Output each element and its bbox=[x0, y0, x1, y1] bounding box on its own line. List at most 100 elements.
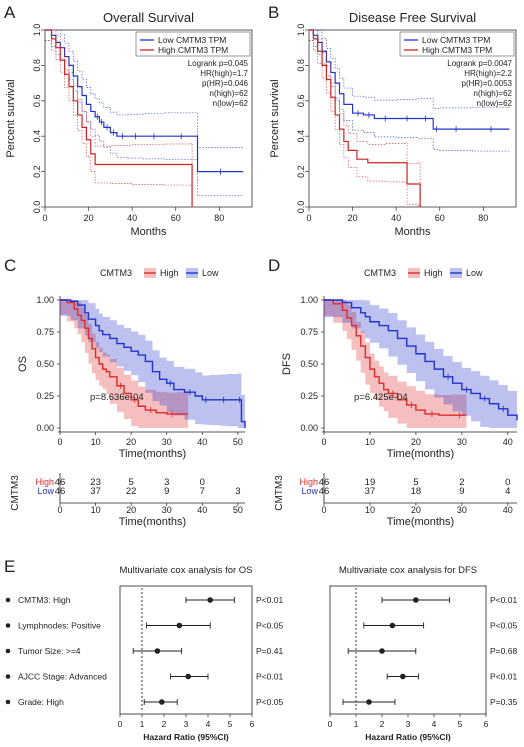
risk-x-axis-label: Time(months) bbox=[119, 516, 186, 528]
p-value-label: P<0.01 bbox=[490, 672, 517, 682]
x-axis-label: Months bbox=[130, 226, 167, 238]
ci-upper-line bbox=[45, 29, 244, 148]
y-tick-label: 0.25 bbox=[300, 391, 318, 401]
risk-x-tick-label: 0 bbox=[321, 505, 326, 515]
row-label: Lymphnodes: Positive bbox=[18, 621, 101, 631]
y-tick-label: 0.2 bbox=[32, 165, 42, 178]
confidence-band bbox=[60, 300, 189, 428]
x-tick-label: 3 bbox=[406, 719, 411, 729]
panel-label: E bbox=[4, 557, 15, 576]
y-tick-label: 1.00 bbox=[36, 295, 54, 305]
x-tick-label: 60 bbox=[435, 213, 445, 223]
legend-entry: Low bbox=[466, 268, 483, 278]
stat-text: p(HR)=0.046 bbox=[202, 79, 249, 88]
row-label: AJCC Stage: Advanced bbox=[18, 672, 107, 682]
survival-curve bbox=[324, 299, 467, 416]
row-label: Grade: High bbox=[18, 697, 64, 707]
panel-B: B Disease Free Survival 0 20 40 60 80 0.0 0.2 0.4… bbox=[268, 3, 517, 238]
y-axis-label: DFS bbox=[281, 353, 293, 375]
panel-E2: Multivariate cox analysis for DFS 0 1 2 3 4 5 6… bbox=[328, 565, 518, 742]
y-tick-label: 0.2 bbox=[296, 165, 306, 178]
panel-label: D bbox=[268, 256, 280, 275]
stat-text: Logrank p=0.045 bbox=[188, 59, 249, 68]
risk-count-low: 37 bbox=[365, 486, 376, 497]
p-value-label: P=0.41 bbox=[256, 646, 283, 656]
x-tick-label: 2 bbox=[162, 719, 167, 729]
risk-count-low: 46 bbox=[319, 486, 330, 497]
x-tick-label: 0 bbox=[328, 719, 333, 729]
risk-count-low: 4 bbox=[505, 486, 510, 497]
x-tick-label: 30 bbox=[457, 437, 467, 447]
legend-entry: Low bbox=[202, 268, 219, 278]
x-tick-label: 40 bbox=[503, 437, 513, 447]
row-bullet bbox=[5, 623, 11, 628]
stat-text: n(low)=62 bbox=[213, 99, 249, 108]
legend-entry: High bbox=[424, 268, 443, 278]
y-tick-label: 0.0 bbox=[296, 201, 306, 214]
legend-entry: Low CMTM3 TPM bbox=[422, 35, 490, 45]
y-tick-label: 0.00 bbox=[36, 423, 54, 433]
x-tick-label: 6 bbox=[250, 719, 255, 729]
risk-count-high: 0 bbox=[200, 477, 205, 488]
risk-x-tick-label: 30 bbox=[457, 505, 467, 515]
confidence-band bbox=[324, 300, 467, 428]
x-tick-label: 80 bbox=[478, 213, 488, 223]
plot-frame bbox=[329, 585, 487, 715]
survival-curve bbox=[45, 29, 193, 207]
risk-x-tick-label: 10 bbox=[91, 505, 101, 515]
x-axis-label: Time(months) bbox=[387, 448, 454, 460]
x-tick-label: 0 bbox=[42, 213, 47, 223]
hazard-ratio-point bbox=[159, 699, 165, 705]
hazard-ratio-point bbox=[207, 597, 213, 603]
x-tick-label: 40 bbox=[197, 437, 207, 447]
row-bullet bbox=[5, 699, 11, 705]
legend-entry: Low CMTM3 TPM bbox=[158, 35, 226, 45]
x-tick-label: 1 bbox=[354, 719, 359, 729]
hazard-ratio-point bbox=[400, 673, 406, 680]
y-tick-label: 0.50 bbox=[300, 359, 318, 369]
x-tick-label: 40 bbox=[127, 213, 137, 223]
stat-text: HR(high)=2.2 bbox=[464, 69, 512, 78]
risk-row-label: Low bbox=[301, 486, 318, 496]
stat-text: n(high)=62 bbox=[210, 89, 249, 98]
x-tick-label: 3 bbox=[184, 719, 189, 729]
survival-curve bbox=[60, 299, 189, 415]
y-tick-label: 0.8 bbox=[296, 59, 306, 72]
y-tick-label: 0.00 bbox=[300, 423, 318, 433]
risk-x-tick-label: 0 bbox=[57, 505, 62, 515]
risk-table-label: CMTM3 bbox=[10, 475, 21, 511]
row-label: CMTM3: High bbox=[18, 595, 71, 605]
x-axis-label: Months bbox=[394, 226, 431, 238]
risk-count-high: 2 bbox=[459, 477, 464, 488]
risk-count-high: 3 bbox=[164, 477, 169, 488]
survival-curve bbox=[309, 29, 421, 207]
y-tick-label: 1.00 bbox=[300, 295, 318, 305]
x-tick-label: 50 bbox=[233, 437, 243, 447]
risk-count-low: 9 bbox=[459, 486, 464, 497]
x-tick-label: 6 bbox=[484, 719, 489, 729]
risk-count-high: 46 bbox=[319, 477, 330, 488]
p-value-label: P<0.05 bbox=[256, 621, 283, 631]
risk-count-high: 5 bbox=[129, 477, 134, 488]
confidence-band bbox=[324, 300, 517, 428]
p-value-label: P=0.35 bbox=[490, 697, 517, 707]
p-value-annotation: p=6.425e-04 bbox=[354, 392, 408, 403]
x-tick-label: 20 bbox=[126, 437, 136, 447]
y-tick-label: 0.8 bbox=[32, 59, 42, 72]
risk-row-label: High bbox=[299, 477, 318, 487]
survival-curve bbox=[309, 29, 510, 130]
y-tick-label: 0.4 bbox=[296, 130, 306, 143]
legend-title: CMTM3 bbox=[364, 268, 396, 278]
risk-x-tick-label: 40 bbox=[503, 505, 513, 515]
x-tick-label: 10 bbox=[91, 437, 101, 447]
p-value-label: P=0.68 bbox=[490, 646, 517, 656]
risk-x-tick-label: 20 bbox=[411, 505, 421, 515]
stat-text: n(high)=62 bbox=[474, 89, 513, 98]
y-axis-label: Percent survival bbox=[5, 79, 17, 157]
hazard-ratio-point bbox=[366, 699, 372, 705]
panel-label: A bbox=[4, 3, 16, 22]
risk-row-label: High bbox=[35, 477, 54, 487]
row-bullet bbox=[5, 597, 11, 603]
x-axis-label: Hazard Ratio (95%CI) bbox=[365, 732, 451, 742]
